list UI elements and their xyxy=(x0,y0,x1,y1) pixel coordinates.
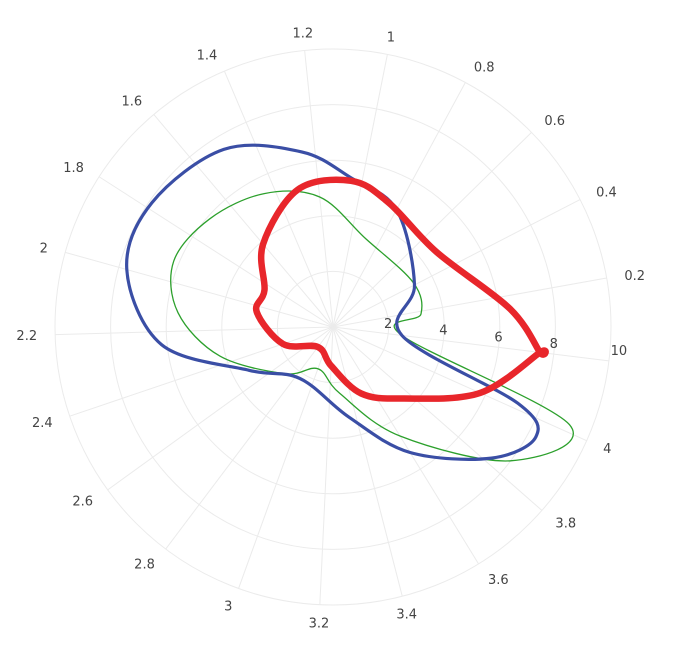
angular-tick-label: 0.4 xyxy=(596,185,617,200)
angular-grid-spoke xyxy=(153,114,334,328)
series-2-line xyxy=(252,176,549,402)
angular-grid-spoke xyxy=(332,54,388,328)
angular-grid-spoke xyxy=(332,326,543,511)
radial-tick-label: 6 xyxy=(494,330,502,345)
angular-tick-label: 4 xyxy=(603,442,611,457)
radial-grid-circle xyxy=(54,48,612,606)
angular-grid-spoke xyxy=(165,326,334,550)
grid-layer xyxy=(54,48,612,606)
angular-tick-label: 0.2 xyxy=(624,269,645,284)
radial-grid-circle xyxy=(276,270,390,384)
angular-tick-label: 3.8 xyxy=(555,516,576,531)
label-layer: 2 4 6 8 10 0.2 0.4 0.6 0.8 1 1.2 1.4 1.6 1.8 2 2.2 2.4 2.… xyxy=(16,27,645,632)
angular-tick-label: 1.4 xyxy=(197,49,218,64)
angular-tick-label: 1.8 xyxy=(63,161,84,176)
angular-grid-spoke xyxy=(223,70,334,328)
angular-tick-label: 1.2 xyxy=(292,27,313,42)
angular-grid-spoke xyxy=(332,132,532,328)
angular-grid-spoke xyxy=(332,326,403,597)
angular-grid-spoke xyxy=(319,326,334,605)
angular-grid-spoke xyxy=(238,326,334,589)
angular-tick-label: 2.8 xyxy=(134,557,155,572)
angular-grid-spoke xyxy=(332,82,466,328)
angular-tick-label: 0.8 xyxy=(474,61,495,76)
angular-tick-label: 3.4 xyxy=(396,608,417,623)
angular-grid-spoke xyxy=(69,326,334,417)
radial-tick-label: 10 xyxy=(611,344,628,359)
angular-tick-label: 3.2 xyxy=(309,617,330,632)
radial-tick-label: 4 xyxy=(439,324,447,339)
angular-grid-spoke xyxy=(332,326,587,442)
angular-tick-label: 2.2 xyxy=(16,329,37,344)
angular-tick-label: 1 xyxy=(387,31,395,46)
radial-grid-circle xyxy=(221,215,445,439)
radial-tick-label: 8 xyxy=(550,337,558,352)
radial-tick-label: 2 xyxy=(384,317,392,332)
angular-grid-spoke xyxy=(332,326,479,565)
angular-tick-label: 2 xyxy=(40,242,48,257)
series-0-line xyxy=(170,190,574,462)
angular-grid-spoke xyxy=(65,251,334,328)
angular-grid-spoke xyxy=(332,326,609,362)
angular-grid-spoke xyxy=(55,326,334,336)
angular-tick-label: 1.6 xyxy=(121,95,142,110)
angular-grid-spoke xyxy=(332,277,607,328)
angular-tick-label: 3 xyxy=(224,599,232,614)
angular-grid-spoke xyxy=(107,326,334,491)
angular-grid-spoke xyxy=(304,50,334,328)
series-layer xyxy=(125,143,574,462)
radial-grid-circle xyxy=(110,104,556,550)
angular-tick-label: 0.6 xyxy=(544,114,565,129)
angular-grid-spoke xyxy=(332,199,581,328)
angular-tick-label: 3.6 xyxy=(488,573,509,588)
radial-grid-circle xyxy=(165,159,501,495)
angular-grid-spoke xyxy=(98,176,334,328)
angular-tick-label: 2.6 xyxy=(72,494,93,509)
angular-tick-label: 2.4 xyxy=(32,416,53,431)
